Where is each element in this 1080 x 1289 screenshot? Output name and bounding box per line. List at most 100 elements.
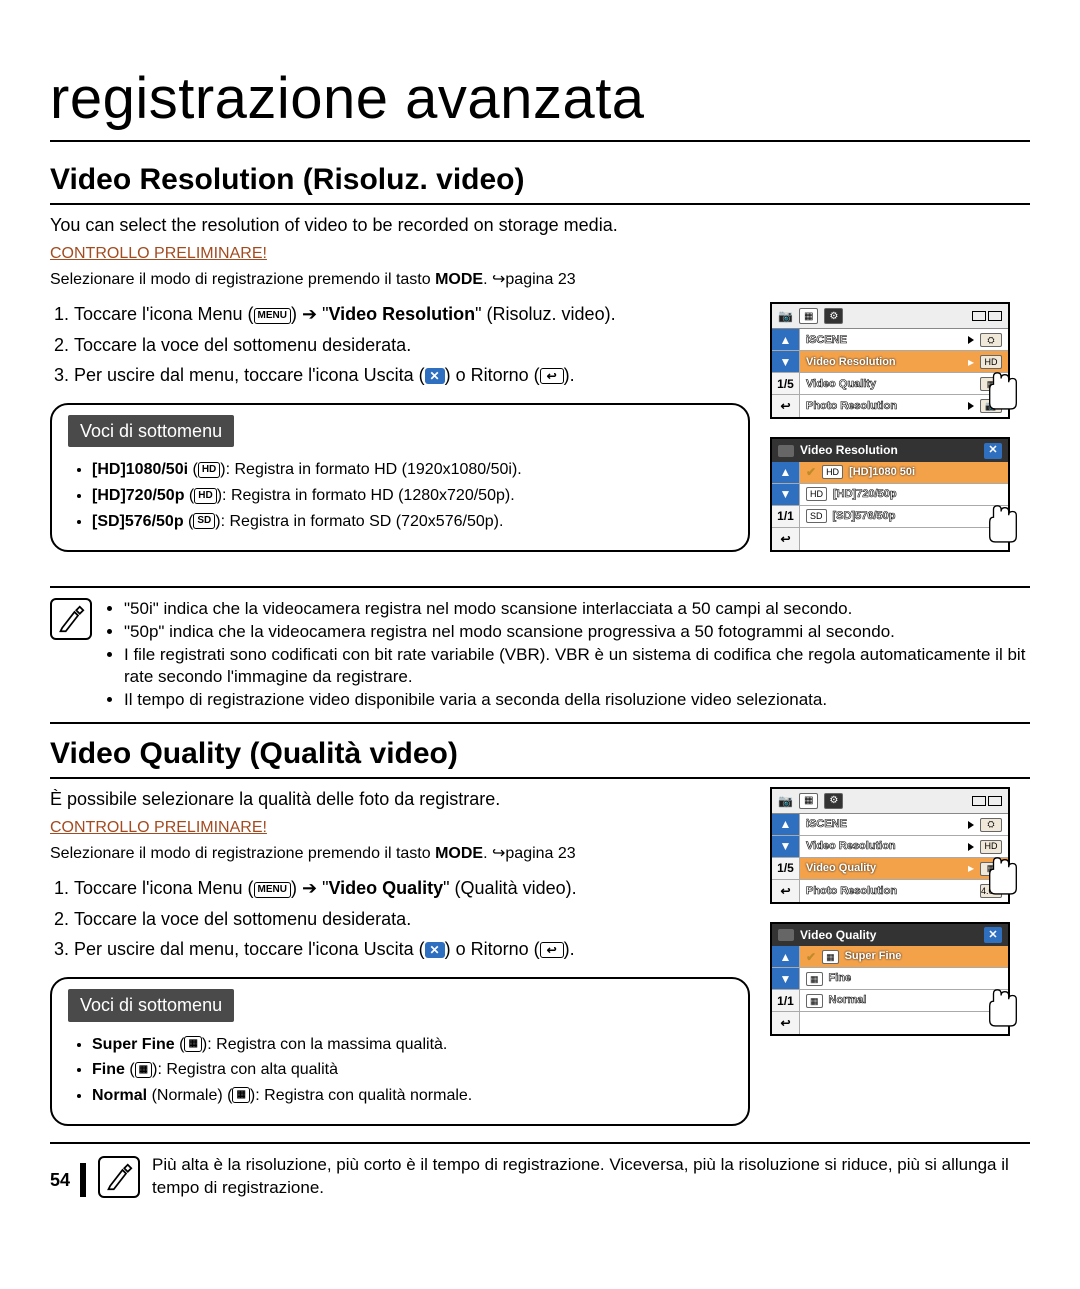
text: . ↪pagina 23 bbox=[483, 271, 576, 288]
arrow-icon bbox=[968, 843, 974, 851]
menu-row[interactable]: Video ResolutionHD bbox=[800, 836, 1008, 858]
tab-icon: ▦ bbox=[799, 308, 818, 324]
label: Video Quality bbox=[806, 861, 876, 876]
text: ) o Ritorno ( bbox=[445, 939, 540, 959]
menu-row[interactable]: Video Quality▦ bbox=[800, 373, 1008, 395]
text: Toccare l'icona Menu ( bbox=[74, 878, 254, 898]
section2-preliminare: CONTROLLO PRELIMINARE! bbox=[50, 817, 750, 839]
menu-row[interactable]: iSCENE⛭ bbox=[800, 814, 1008, 836]
screen-resolution-options: Video Resolution ✕ ▲ ▼ 1/1 ↩ ✔ HD [HD]1080 … bbox=[770, 437, 1010, 551]
option-row[interactable]: ▦Fine bbox=[800, 968, 1008, 990]
menu-row[interactable]: Photo Resolution📷 bbox=[800, 395, 1008, 417]
note-item: "50i" indica che la videocamera registra… bbox=[124, 598, 1030, 621]
badge: ▦ bbox=[806, 994, 823, 1008]
down-button[interactable]: ▼ bbox=[772, 968, 799, 990]
submenu-item: Fine (▦): Registra con alta qualità bbox=[92, 1059, 728, 1081]
down-button[interactable]: ▼ bbox=[772, 484, 799, 506]
text: (Normale) bbox=[147, 1087, 227, 1104]
section1-submenu-box: Voci di sottomenu [HD]1080/50i (HD): Reg… bbox=[50, 403, 750, 552]
text: : Registra in formato HD (1920x1080/50i)… bbox=[226, 461, 522, 478]
text-bold: Video Resolution bbox=[328, 304, 475, 324]
option-row-empty bbox=[800, 1012, 1008, 1034]
page-number: 54 bbox=[50, 1168, 70, 1192]
section2-notes: 54 Più alta è la risoluzione, più corto … bbox=[50, 1142, 1030, 1210]
quality-icon: ▦ bbox=[232, 1087, 249, 1103]
up-button[interactable]: ▲ bbox=[772, 329, 799, 351]
return-button[interactable]: ↩ bbox=[772, 395, 799, 417]
note-item: "50p" indica che la videocamera registra… bbox=[124, 621, 1030, 644]
label: iSCENE bbox=[806, 817, 847, 832]
up-button[interactable]: ▲ bbox=[772, 946, 799, 968]
label: Photo Resolution bbox=[806, 399, 897, 414]
option-row[interactable]: HD[HD]720/50p bbox=[800, 484, 1008, 506]
up-button[interactable]: ▲ bbox=[772, 814, 799, 836]
text: Toccare l'icona Menu ( bbox=[74, 304, 254, 324]
label: Video Resolution bbox=[806, 839, 896, 854]
text: ) ➔ " bbox=[291, 878, 328, 898]
screen-quality-options: Video Quality✕ ▲ ▼ 1/1 ↩ ✔▦Super Fine ▦F… bbox=[770, 922, 1010, 1036]
option-row-selected[interactable]: ✔▦Super Fine bbox=[800, 946, 1008, 968]
hand-icon bbox=[984, 982, 1022, 1028]
step: Toccare la voce del sottomenu desiderata… bbox=[74, 907, 750, 931]
menu-icon: MENU bbox=[254, 308, 291, 324]
text: Selezionare il modo di registrazione pre… bbox=[50, 271, 435, 288]
submenu-item: Super Fine (▦): Registra con la massima … bbox=[92, 1034, 728, 1056]
menu-row[interactable]: Photo Resolution4.0M bbox=[800, 880, 1008, 902]
up-button[interactable]: ▲ bbox=[772, 462, 799, 484]
text-bold: [HD]720/50p bbox=[92, 487, 184, 504]
title: Video Quality bbox=[800, 927, 876, 943]
text: Per uscire dal menu, toccare l'icona Usc… bbox=[74, 365, 425, 385]
return-button[interactable]: ↩ bbox=[772, 528, 799, 550]
menu-row-selected[interactable]: Video Resolution▸HD bbox=[800, 351, 1008, 373]
label: [HD]1080 50i bbox=[849, 465, 915, 480]
menu-icon: MENU bbox=[254, 882, 291, 898]
return-button[interactable]: ↩ bbox=[772, 880, 799, 902]
step: Per uscire dal menu, toccare l'icona Usc… bbox=[74, 937, 750, 961]
text: ). bbox=[564, 365, 575, 385]
text-bold: Fine bbox=[92, 1061, 125, 1078]
page-indicator: 1/1 bbox=[772, 506, 799, 528]
text-bold: Normal bbox=[92, 1087, 147, 1104]
step: Per uscire dal menu, toccare l'icona Usc… bbox=[74, 363, 750, 387]
label: Normal bbox=[829, 993, 867, 1008]
tab-icon: ⚙ bbox=[824, 793, 843, 809]
hand-icon bbox=[984, 365, 1022, 411]
step: Toccare l'icona Menu (MENU) ➔ "Video Res… bbox=[74, 302, 750, 326]
label: [SD]576/50p bbox=[833, 509, 896, 524]
text: ). bbox=[564, 939, 575, 959]
mode-bold: MODE bbox=[435, 845, 483, 862]
label: Video Quality bbox=[806, 377, 876, 392]
down-button[interactable]: ▼ bbox=[772, 836, 799, 858]
text-bold: [HD]1080/50i bbox=[92, 461, 188, 478]
section2-modeline: Selezionare il modo di registrazione pre… bbox=[50, 843, 750, 865]
tab-icon: ⚙ bbox=[824, 308, 843, 324]
return-button[interactable]: ↩ bbox=[772, 1012, 799, 1034]
text-bold: Super Fine bbox=[92, 1036, 175, 1053]
option-row[interactable]: ▦ Normal bbox=[800, 990, 1008, 1012]
badge: HD bbox=[806, 487, 827, 501]
badge: HD bbox=[822, 465, 843, 479]
text-bold: [SD]576/50p bbox=[92, 513, 184, 530]
badge: ▦ bbox=[806, 972, 823, 986]
check-icon: ✔ bbox=[806, 464, 816, 480]
option-row[interactable]: SD[SD]576/50p bbox=[800, 506, 1008, 528]
menu-row[interactable]: iSCENE⛭ bbox=[800, 329, 1008, 351]
submenu-item: [HD]720/50p (HD): Registra in formato HD… bbox=[92, 485, 728, 507]
quality-icon: ▦ bbox=[135, 1062, 152, 1078]
page-supertitle: registrazione avanzata bbox=[50, 60, 1030, 142]
text: " (Qualità video). bbox=[443, 878, 576, 898]
submenu-item: Normal (Normale) (▦): Registra con quali… bbox=[92, 1085, 728, 1107]
cam-icon bbox=[778, 445, 794, 457]
menu-row-selected[interactable]: Video Quality▸▦ bbox=[800, 858, 1008, 880]
title: Video Resolution bbox=[800, 442, 898, 458]
note-icon bbox=[50, 598, 92, 640]
option-row-selected[interactable]: ✔ HD [HD]1080 50i bbox=[800, 462, 1008, 484]
option-row-empty bbox=[800, 528, 1008, 550]
down-button[interactable]: ▼ bbox=[772, 351, 799, 373]
note-item: I file registrati sono codificati con bi… bbox=[124, 644, 1030, 690]
text: Selezionare il modo di registrazione pre… bbox=[50, 845, 435, 862]
text: : Registra in formato SD (720x576/50p). bbox=[221, 513, 504, 530]
close-button[interactable]: ✕ bbox=[984, 443, 1002, 459]
close-button[interactable]: ✕ bbox=[984, 927, 1002, 943]
step: Toccare l'icona Menu (MENU) ➔ "Video Qua… bbox=[74, 876, 750, 900]
